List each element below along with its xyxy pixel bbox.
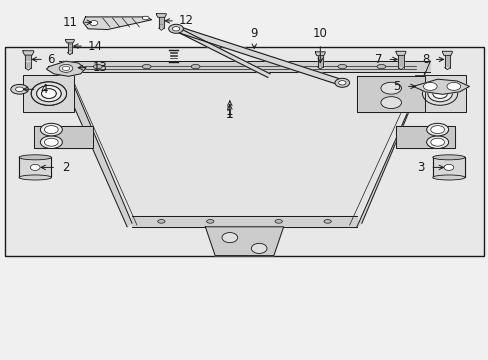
Ellipse shape [41, 89, 56, 99]
Polygon shape [132, 216, 356, 227]
Ellipse shape [380, 82, 401, 94]
Text: 7: 7 [375, 53, 382, 66]
Ellipse shape [422, 82, 457, 105]
Ellipse shape [334, 78, 349, 87]
Ellipse shape [62, 66, 70, 71]
Polygon shape [25, 55, 31, 68]
Ellipse shape [251, 243, 266, 253]
Polygon shape [444, 55, 449, 68]
Ellipse shape [172, 27, 180, 31]
Polygon shape [317, 56, 322, 67]
Polygon shape [412, 79, 468, 94]
Ellipse shape [446, 82, 460, 90]
Ellipse shape [168, 24, 183, 33]
Ellipse shape [59, 64, 73, 72]
Ellipse shape [274, 220, 282, 223]
Ellipse shape [338, 81, 346, 85]
Ellipse shape [142, 64, 151, 69]
Polygon shape [59, 61, 132, 227]
Ellipse shape [430, 126, 444, 134]
Ellipse shape [37, 86, 61, 102]
Polygon shape [315, 52, 325, 56]
FancyBboxPatch shape [414, 75, 465, 112]
Ellipse shape [443, 165, 453, 170]
Ellipse shape [40, 123, 62, 136]
Ellipse shape [90, 21, 98, 26]
Polygon shape [23, 51, 34, 55]
Polygon shape [68, 72, 420, 223]
Polygon shape [158, 17, 164, 28]
Ellipse shape [40, 136, 62, 149]
Ellipse shape [380, 97, 401, 109]
Ellipse shape [11, 85, 28, 94]
Ellipse shape [206, 220, 214, 223]
Polygon shape [46, 61, 85, 76]
Polygon shape [442, 51, 451, 55]
Ellipse shape [376, 64, 385, 69]
Ellipse shape [142, 16, 149, 20]
Text: 1: 1 [225, 108, 233, 121]
Text: 5: 5 [393, 80, 400, 93]
Text: 12: 12 [178, 14, 193, 27]
Ellipse shape [93, 64, 102, 69]
Polygon shape [83, 17, 151, 30]
Polygon shape [175, 27, 269, 77]
Text: 4: 4 [41, 83, 48, 96]
Polygon shape [432, 157, 464, 177]
Ellipse shape [16, 87, 23, 91]
Polygon shape [356, 61, 429, 227]
Ellipse shape [41, 89, 56, 98]
Text: 2: 2 [62, 161, 70, 174]
Polygon shape [34, 126, 93, 148]
Polygon shape [395, 126, 454, 148]
Ellipse shape [337, 64, 346, 69]
Ellipse shape [423, 82, 436, 90]
Polygon shape [65, 40, 74, 43]
Ellipse shape [426, 123, 448, 136]
Polygon shape [397, 55, 403, 68]
Polygon shape [59, 61, 429, 72]
Polygon shape [19, 157, 51, 177]
Ellipse shape [427, 85, 451, 102]
Ellipse shape [432, 89, 447, 99]
Ellipse shape [432, 175, 464, 180]
Ellipse shape [157, 220, 164, 223]
Polygon shape [205, 227, 283, 256]
FancyBboxPatch shape [23, 75, 74, 112]
Ellipse shape [191, 64, 200, 69]
Polygon shape [395, 51, 405, 55]
Text: 9: 9 [250, 27, 258, 40]
Text: 8: 8 [421, 53, 428, 66]
Ellipse shape [323, 220, 331, 223]
Ellipse shape [19, 155, 51, 160]
Text: 11: 11 [62, 16, 77, 29]
Ellipse shape [430, 138, 444, 146]
Polygon shape [67, 43, 72, 53]
Text: 13: 13 [93, 61, 107, 74]
Bar [5, 47, 483, 256]
Polygon shape [356, 76, 425, 112]
Text: 14: 14 [87, 40, 102, 53]
Ellipse shape [44, 126, 58, 134]
Ellipse shape [30, 165, 40, 170]
Text: 1: 1 [225, 108, 233, 121]
Text: 6: 6 [47, 53, 55, 66]
Ellipse shape [31, 82, 66, 105]
Ellipse shape [44, 138, 58, 146]
Ellipse shape [288, 64, 297, 69]
Text: 10: 10 [312, 27, 327, 40]
Text: 3: 3 [416, 161, 424, 174]
Text: 1: 1 [225, 105, 233, 118]
Polygon shape [174, 26, 343, 85]
Ellipse shape [31, 82, 66, 105]
Ellipse shape [37, 85, 61, 102]
Ellipse shape [222, 233, 237, 243]
Ellipse shape [19, 175, 51, 180]
Ellipse shape [426, 136, 448, 149]
Ellipse shape [432, 155, 464, 160]
Polygon shape [156, 14, 166, 17]
